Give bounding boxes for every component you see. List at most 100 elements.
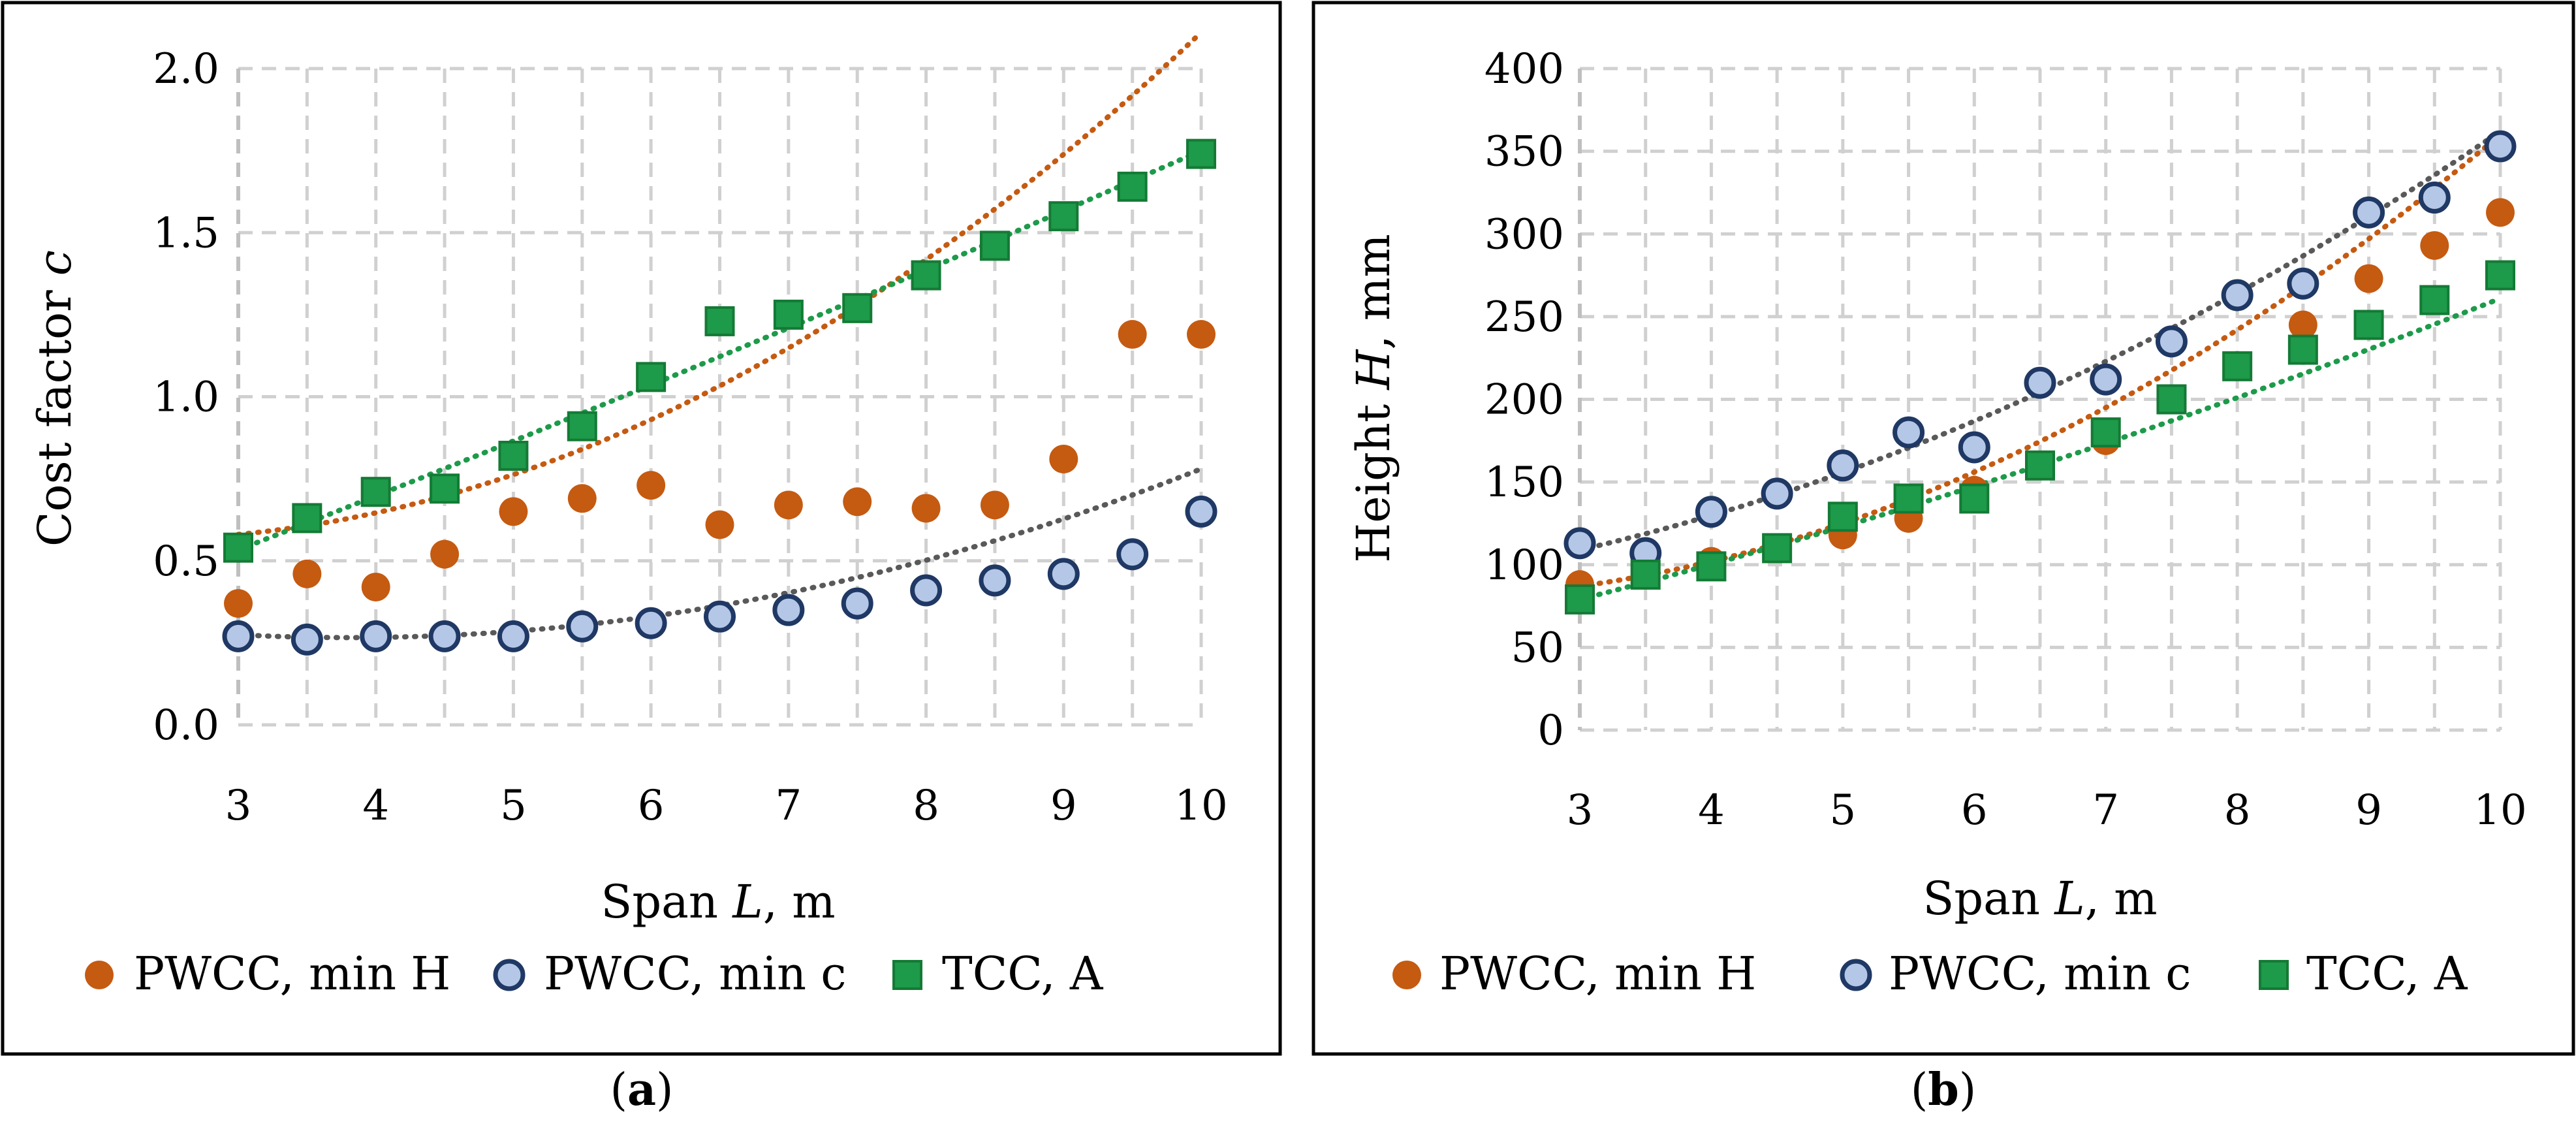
data-point [979,564,1011,597]
data-point [1762,533,1793,564]
caption-b: (b) [1911,1064,1977,1116]
data-point [360,477,391,507]
data-point [772,594,805,626]
data-point [2354,264,2383,293]
y-tick-label: 0 [1537,707,1564,755]
data-point [1695,496,1727,528]
data-point [2419,285,2450,315]
data-point [1187,320,1216,349]
data-point [1186,138,1216,169]
data-point [1118,320,1147,349]
data-point [2025,450,2055,481]
series-square [1565,260,2515,614]
data-point [911,260,941,291]
y-tick-label: 2.0 [153,45,219,93]
data-point [360,620,392,652]
series-filled-circle [224,320,1216,618]
data-point [2156,384,2187,415]
x-tick-label: 9 [1050,782,1077,830]
legend-label: PWCC, min H [1439,947,1756,1000]
data-point [566,610,599,643]
data-point [2155,325,2188,358]
caption-a: (a) [610,1064,673,1116]
x-tick-label: 5 [1829,786,1856,835]
data-point [428,620,461,652]
data-point [773,299,804,330]
panel-b-chart: 0 50 100 150 200 250 300 350 400 3 4 5 6 7 8 9 10 Span L,… [1347,45,2527,1000]
legend-marker [1392,961,1421,989]
data-point [1630,559,1661,590]
x-tick-label: 8 [2224,786,2251,835]
data-point [361,572,390,601]
x-tick-label: 3 [1567,786,1594,835]
data-point [292,503,322,534]
y-tick-label: 200 [1484,376,1564,424]
data-point [1563,527,1596,560]
data-point [291,623,323,656]
data-point [843,487,872,517]
series-square [223,138,1216,563]
x-tick-label: 3 [225,782,252,830]
x-tick-label: 6 [1961,786,1988,835]
data-point [2418,182,2451,214]
data-point [704,600,736,633]
data-point [1185,495,1217,528]
y-tick-label: 0.5 [153,537,219,586]
data-point [1117,171,1148,202]
y-tick-label: 400 [1484,45,1564,93]
panel-a-chart: 0.0 0.5 1.0 1.5 2.0 3 4 5 6 7 8 9 10 Span L, m Cost fa… [28,29,1228,1000]
x-tick-label: 9 [2355,786,2382,835]
y-tick-label: 50 [1511,624,1564,672]
y-tick-label: 150 [1484,458,1564,507]
x-axis-label: Span L, m [601,875,835,929]
trendline-square [236,148,1204,552]
data-point [980,490,1009,520]
data-point [635,607,667,639]
data-point [1565,584,1595,614]
legend-marker [85,961,114,989]
data-point [2288,310,2317,340]
data-point [2353,196,2385,229]
y-tick-label: 0.0 [153,701,219,750]
legend-label: TCC, A [2306,947,2468,1000]
data-point [223,532,253,563]
data-point [2287,267,2319,300]
y-tick-label: 250 [1484,293,1564,342]
data-point [498,440,529,471]
data-point [979,231,1010,261]
panel-b-frame [1312,1,2575,1056]
x-tick-label: 4 [1698,786,1725,835]
y-tick-label: 1.0 [153,374,219,422]
x-tick-label: 7 [2092,786,2119,835]
trendline-filled-circle [1577,132,2503,589]
data-point [1696,551,1727,582]
x-axis-label: Span L, m [1923,872,2157,925]
data-point [1827,449,1859,482]
data-point [567,411,597,441]
data-point [430,473,460,504]
y-axis-label: Height H, mm [1347,234,1400,562]
legend-marker [1840,959,1872,991]
data-point [2484,130,2517,163]
series-open-circle [222,495,1217,656]
data-point [430,539,460,569]
series-open-circle [1563,130,2517,569]
data-point [1893,483,1924,514]
y-tick-label: 350 [1484,128,1564,176]
data-point [1893,416,1925,449]
panel-a-frame [1,1,1282,1056]
data-point [222,620,255,652]
data-point [841,587,873,620]
data-point [705,510,734,539]
data-point [499,497,528,526]
y-tick-label: 100 [1484,541,1564,590]
legend-marker [892,960,922,990]
x-tick-label: 4 [362,782,389,830]
legend-label: PWCC, min c [1889,947,2191,1000]
data-point [636,471,666,500]
data-point [1958,431,1990,464]
grid-b [1578,67,2502,732]
data-point [1048,201,1079,232]
data-point [1047,558,1080,590]
